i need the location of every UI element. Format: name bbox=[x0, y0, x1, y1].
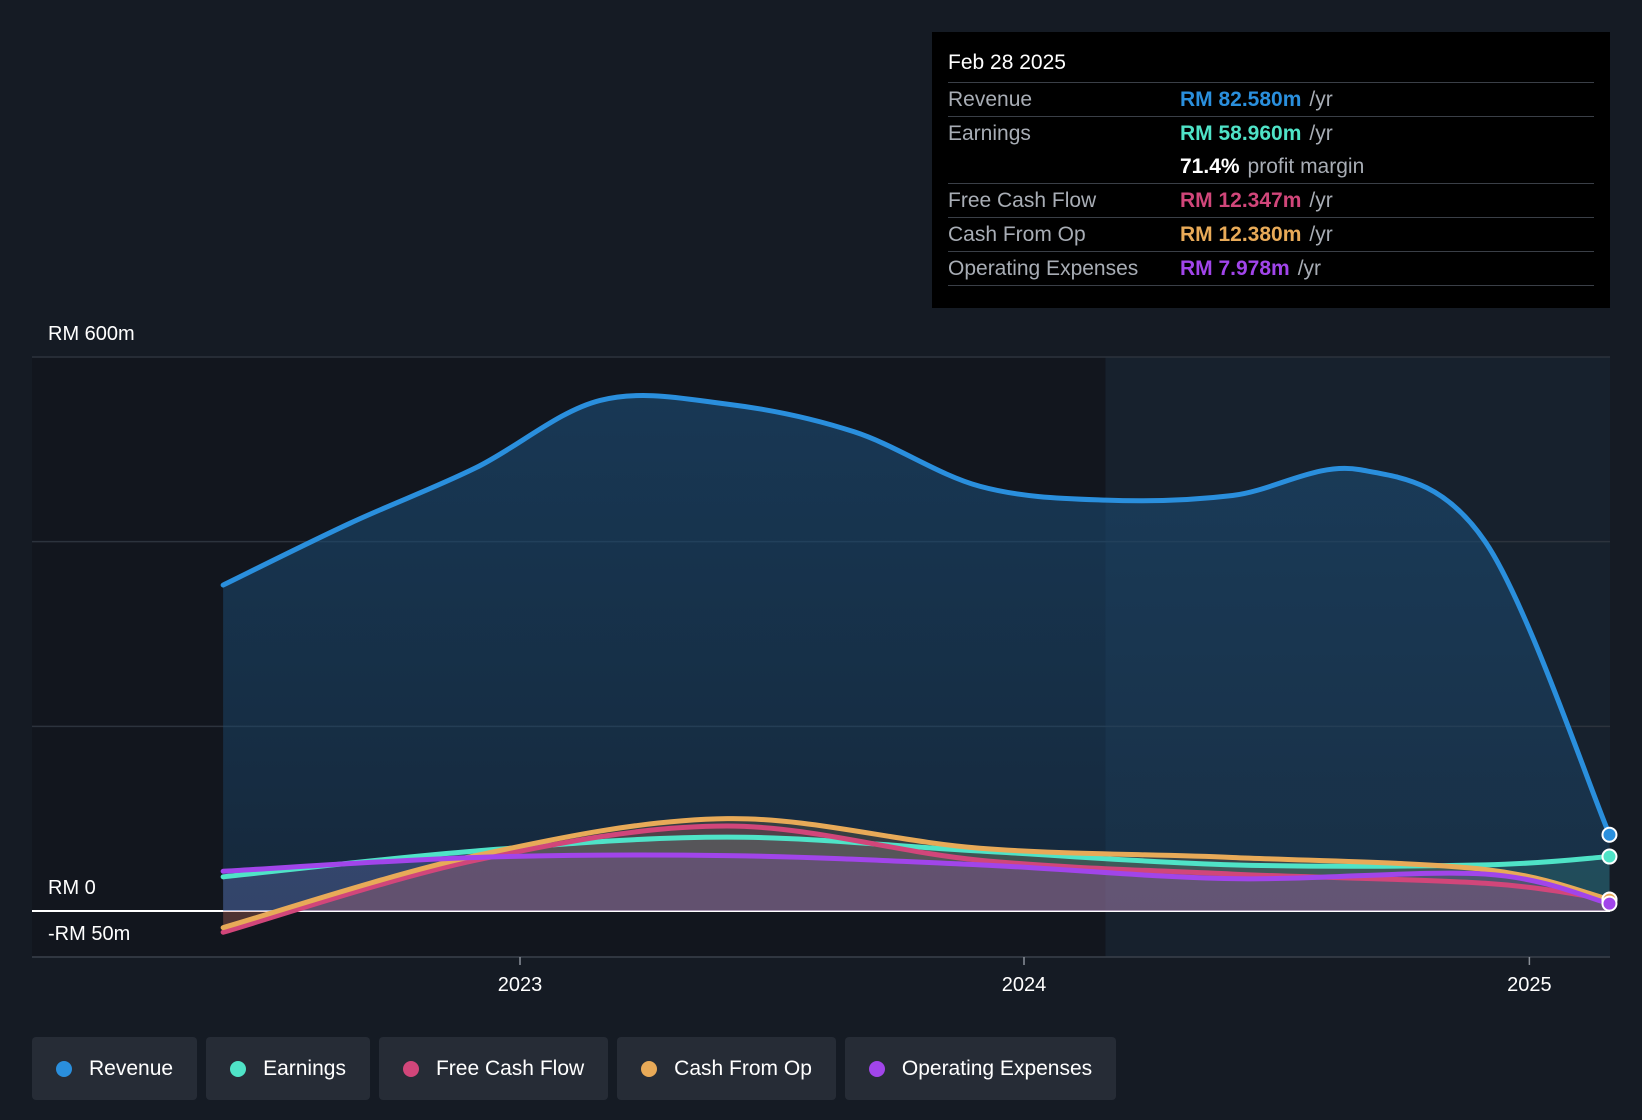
legend-dot-icon bbox=[230, 1060, 247, 1077]
y-axis-zero-label: RM 0 bbox=[48, 877, 96, 899]
legend-item-earnings[interactable]: Earnings bbox=[206, 1037, 370, 1100]
series-line-revenue bbox=[220, 392, 1612, 838]
legend-label: Cash From Op bbox=[674, 1056, 812, 1080]
x-tick-label-2025: 2025 bbox=[1507, 974, 1552, 996]
tooltip-value: 71.4% bbox=[1180, 155, 1240, 178]
legend-dot-icon bbox=[56, 1060, 72, 1077]
tooltip-label bbox=[948, 150, 1180, 183]
legend-dot-icon bbox=[402, 1060, 419, 1077]
tooltip-unit: /yr bbox=[1297, 257, 1322, 280]
series-area-revenue bbox=[223, 395, 1610, 911]
legend-item-operating-expenses[interactable]: Operating Expenses bbox=[844, 1037, 1117, 1100]
series-marker-earnings bbox=[1601, 848, 1618, 865]
legend-dot-icon bbox=[868, 1060, 885, 1077]
tooltip-value: RM 82.580m bbox=[1180, 88, 1302, 111]
tooltip-row-free-cash-flow: Free Cash Flow RM 12.347m /yr bbox=[948, 184, 1594, 218]
legend-label: Revenue bbox=[89, 1056, 174, 1080]
legend-label: Free Cash Flow bbox=[435, 1056, 585, 1080]
tooltip-date: Feb 28 2025 bbox=[948, 46, 1594, 83]
tooltip-value: RM 7.978m bbox=[1180, 257, 1290, 280]
tooltip: Feb 28 2025 Revenue RM 82.580m /yr Earni… bbox=[932, 32, 1610, 308]
tooltip-unit: profit margin bbox=[1247, 155, 1365, 178]
tooltip-row-operating-expenses: Operating Expenses RM 7.978m /yr bbox=[948, 252, 1594, 286]
series-marker-operating-expenses bbox=[1601, 895, 1618, 912]
tooltip-row-earnings: Earnings RM 58.960m /yr bbox=[948, 117, 1594, 150]
tooltip-row-profit-margin: 71.4% profit margin bbox=[948, 150, 1594, 184]
tooltip-value: RM 12.380m bbox=[1180, 223, 1302, 246]
tooltip-label: Operating Expenses bbox=[948, 257, 1139, 280]
tooltip-unit: /yr bbox=[1309, 88, 1333, 111]
tooltip-unit: /yr bbox=[1309, 223, 1333, 246]
legend-item-revenue[interactable]: Revenue bbox=[32, 1037, 198, 1100]
legend-label: Operating Expenses bbox=[901, 1056, 1093, 1080]
tooltip-label: Cash From Op bbox=[948, 223, 1086, 246]
series-area-operating-expenses bbox=[223, 854, 1610, 911]
tooltip-row-revenue: Revenue RM 82.580m /yr bbox=[948, 83, 1594, 117]
tooltip-label: Free Cash Flow bbox=[948, 189, 1097, 212]
legend-dot-icon bbox=[641, 1060, 658, 1077]
tooltip-label: Revenue bbox=[948, 88, 1033, 111]
legend: Revenue Earnings Free Cash Flow Cash Fro… bbox=[32, 1037, 1117, 1100]
y-axis-bottom-label: -RM 50m bbox=[48, 923, 130, 945]
legend-item-cash-from-op[interactable]: Cash From Op bbox=[617, 1037, 836, 1100]
tooltip-label: Earnings bbox=[948, 122, 1031, 145]
tooltip-unit: /yr bbox=[1309, 122, 1333, 145]
series-line-operating-expenses bbox=[220, 852, 1612, 907]
series-marker-revenue bbox=[1601, 826, 1618, 843]
tooltip-value: RM 58.960m bbox=[1180, 122, 1302, 145]
x-tick-label-2023: 2023 bbox=[498, 974, 543, 996]
legend-label: Earnings bbox=[263, 1056, 346, 1080]
tooltip-row-cash-from-op: Cash From Op RM 12.380m /yr bbox=[948, 218, 1594, 252]
tooltip-unit: /yr bbox=[1309, 189, 1333, 212]
series-line-free-cash-flow bbox=[220, 823, 1612, 935]
tooltip-value: RM 12.347m bbox=[1180, 189, 1302, 212]
x-tick-label-2024: 2024 bbox=[1002, 974, 1047, 996]
legend-item-free-cash-flow[interactable]: Free Cash Flow bbox=[378, 1037, 609, 1100]
series-area-free-cash-flow bbox=[223, 826, 1610, 933]
y-axis-top-label: RM 600m bbox=[48, 323, 135, 345]
